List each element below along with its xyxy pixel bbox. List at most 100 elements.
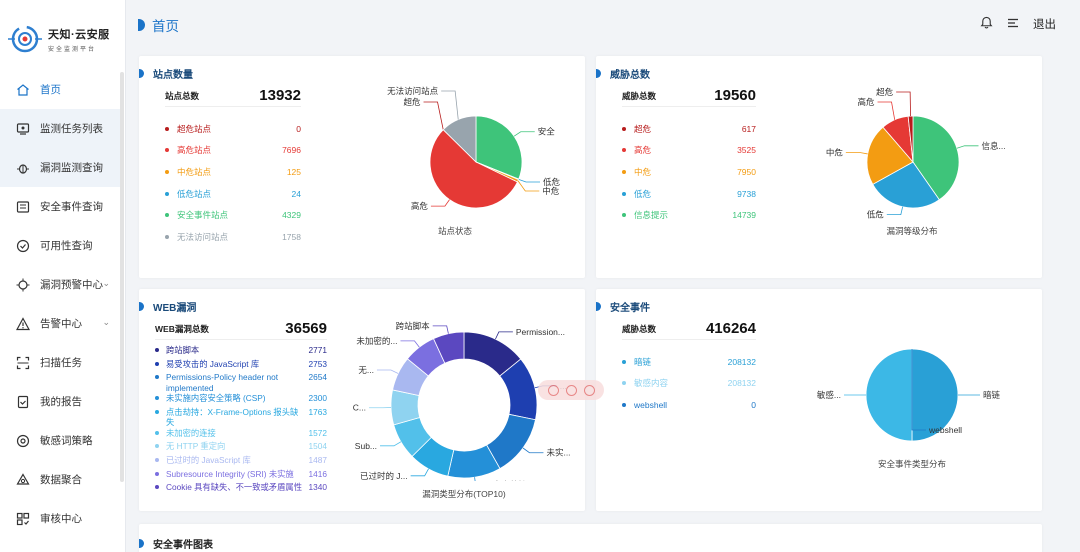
sidebar-nav: 首页 监测任务列表 漏洞监测查询 安全事件查询 可用性查询 漏洞预警中心 ⌄ 告警中心 ⌄ 扫描任… <box>0 70 122 538</box>
web-vuln-row-label: 点击劫持：X-Frame-Options 报头缺失 <box>166 406 299 428</box>
web-vuln-title: WEB漏洞 <box>139 299 196 314</box>
scan-icon <box>16 356 30 370</box>
vuln-type-chart-title: 漏洞类型分布(TOP10) <box>422 489 506 499</box>
sidebar-item-3[interactable]: 漏洞监测查询 <box>0 148 122 187</box>
page-title-text: 首页 <box>152 19 179 34</box>
event-row-value: 0 <box>751 399 756 410</box>
web-vuln-row-value: 2771 <box>308 345 327 355</box>
floating-toolbar[interactable] <box>538 380 604 400</box>
event-total: 威胁总数 416264 <box>622 318 756 340</box>
event-pie-label: webshell <box>928 425 962 435</box>
sidebar-item-6[interactable]: 漏洞预警中心 ⌄ <box>0 265 122 304</box>
monitor-task-icon <box>16 122 30 136</box>
vuln-type-donut-leader-line <box>432 325 449 334</box>
web-vuln-row: 点击劫持：X-Frame-Options 报头缺失 1763 <box>155 407 327 428</box>
vuln-type-donut-label: 跨站脚本 <box>396 321 431 331</box>
event-row: 敏感内容 208132 <box>622 373 756 395</box>
sidebar-scrollbar[interactable] <box>120 72 124 482</box>
threat-total-value: 19560 <box>714 87 756 104</box>
site-rows: 超危站点 0 高危站点 7696 中危站点 125 低危站点 24 安全事件站点 4329 无法访问… <box>165 118 301 248</box>
home-icon <box>16 83 30 97</box>
sidebar-item-7[interactable]: 告警中心 ⌄ <box>0 304 122 343</box>
vuln-type-donut-label: C... <box>353 403 366 413</box>
threat-row-label: 信息提示 <box>634 210 669 221</box>
float-tool-icon-3[interactable] <box>583 384 595 396</box>
sidebar-item-4[interactable]: 安全事件查询 <box>0 187 122 226</box>
web-vuln-row-label: 未加密的连接 <box>166 427 216 438</box>
event-row: 暗链 208132 <box>622 351 756 373</box>
threat-row: 中危 7950 <box>622 161 756 183</box>
sidebar-item-12[interactable]: 审核中心 <box>0 499 122 538</box>
vuln-type-donut-label: 点击劫持：X-Fra... <box>493 480 564 481</box>
site-pie-label: 超危 <box>404 97 422 107</box>
web-vuln-row-label: 跨站脚本 <box>166 345 200 355</box>
sidebar-item-8[interactable]: 扫描任务 <box>0 343 122 382</box>
float-tool-icon-2[interactable] <box>565 384 577 396</box>
vuln-pie-label: 超危 <box>876 87 894 97</box>
site-count-title: 站点数量 <box>139 66 193 81</box>
sidebar-item-9[interactable]: 我的报告 <box>0 382 122 421</box>
site-pie-leader-line <box>513 131 535 137</box>
security-event-chart-title: 安全事件图表 <box>139 536 213 551</box>
site-row-label: 安全事件站点 <box>177 210 229 221</box>
site-row: 低危站点 24 <box>165 183 301 205</box>
site-row-value: 0 <box>296 123 301 134</box>
availability-icon <box>16 239 30 253</box>
site-pie-slice[interactable] <box>475 115 523 180</box>
threat-row-value: 3525 <box>737 145 756 156</box>
vuln-pie-slice[interactable] <box>872 161 940 209</box>
threat-count-panel: 威胁总数 威胁总数 19560 超危 617 高危 3525 中危 7950 低危 9738 信… <box>596 56 1042 278</box>
threat-row: 超危 617 <box>622 118 756 140</box>
event-pie-slice[interactable] <box>865 348 913 442</box>
sidebar-item-11[interactable]: 数据聚合 <box>0 460 122 499</box>
threat-row-label: 高危 <box>634 145 652 156</box>
sidebar-item-2[interactable]: 监测任务列表 <box>0 109 122 148</box>
event-type-pie[interactable]: 暗链 敏感... webshell <box>808 311 1040 471</box>
sidebar: 天知·云安服 安全监测平台 首页 监测任务列表 漏洞监测查询 安全事件查询 可用性查询漏… <box>0 0 126 552</box>
sidebar-item-1[interactable]: 首页 <box>0 70 122 109</box>
threat-row-label: 超危 <box>634 123 652 134</box>
vuln-type-donut-leader-line <box>380 441 402 447</box>
audit-icon <box>16 512 30 526</box>
site-row-label: 无法访问站点 <box>177 231 229 242</box>
float-tool-icon-1[interactable] <box>547 384 559 396</box>
sidebar-item-5[interactable]: 可用性查询 <box>0 226 122 265</box>
web-vuln-row: 跨站脚本 2771 <box>155 345 327 359</box>
site-count-panel: 站点数量 站点总数 13932 超危站点 0 高危站点 7696 中危站点 125 低危站点… <box>139 56 585 278</box>
bell-icon[interactable] <box>980 16 993 32</box>
vuln-pie-slice[interactable] <box>912 115 960 201</box>
page-title: 首页 <box>138 15 179 35</box>
web-vuln-row-value: 2654 <box>308 372 327 383</box>
sidebar-item-label: 漏洞预警中心 <box>40 279 103 291</box>
web-vuln-row-label: Cookie 具有缺失、不一致或矛盾属性 <box>166 482 302 493</box>
vuln-type-donut-slice[interactable] <box>433 331 465 364</box>
site-pie-slice[interactable] <box>429 129 518 209</box>
site-row-value: 4329 <box>282 210 301 221</box>
site-row-value: 7696 <box>282 145 301 156</box>
vuln-type-donut-leader-line <box>522 447 544 454</box>
logout-button[interactable]: 退出 <box>1033 19 1056 31</box>
site-row-value: 125 <box>286 166 301 177</box>
site-pie-slice[interactable] <box>442 115 477 163</box>
sidebar-item-10[interactable]: 敏感词策略 <box>0 421 122 460</box>
site-pie-leader-line <box>423 101 444 130</box>
event-type-chart-title: 安全事件类型分布 <box>877 459 946 469</box>
site-pie-label: 安全 <box>538 127 556 137</box>
page-scrollbar[interactable] <box>1072 10 1078 552</box>
menu-icon[interactable] <box>1007 17 1019 32</box>
site-row: 安全事件站点 4329 <box>165 204 301 226</box>
vuln-pie-slice[interactable] <box>866 126 914 185</box>
sidebar-item-label: 我的报告 <box>40 396 82 408</box>
sidebar-item-label: 扫描任务 <box>40 357 82 369</box>
event-total-value: 416264 <box>705 320 756 337</box>
event-pie-label: 暗链 <box>983 390 1001 400</box>
threat-row-value: 9738 <box>737 188 756 199</box>
threat-row-label: 低危 <box>634 188 652 199</box>
vuln-type-donut-label: 未实... <box>546 448 570 458</box>
vuln-pie-leader-line <box>877 101 896 120</box>
vuln-type-donut-leader-line <box>410 468 429 477</box>
web-vuln-row-value: 1763 <box>308 406 327 417</box>
vuln-type-donut[interactable]: Permission......未实...点击劫持：X-Fra...已过时的 J… <box>351 311 583 481</box>
